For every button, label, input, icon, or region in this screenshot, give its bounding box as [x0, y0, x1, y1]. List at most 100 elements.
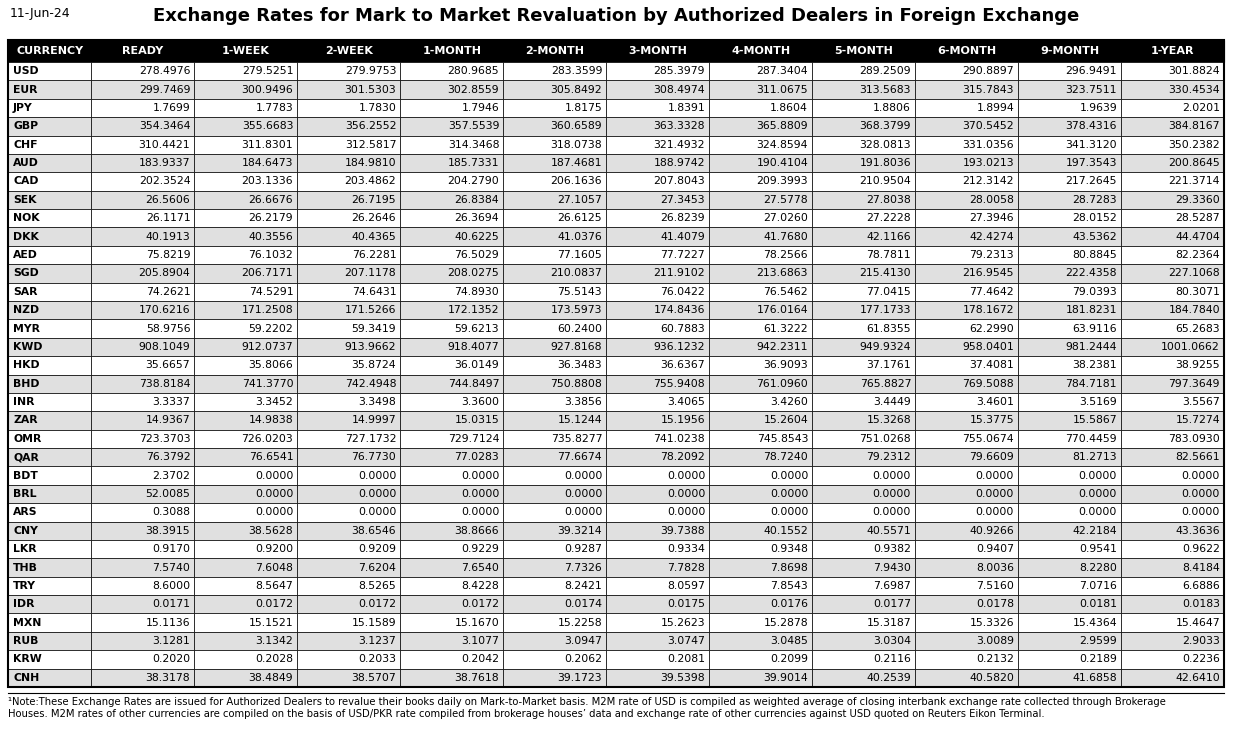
Text: 77.1605: 77.1605 [557, 250, 602, 260]
Bar [401, 540, 503, 559]
Bar [709, 577, 813, 595]
Text: 26.6125: 26.6125 [557, 213, 602, 223]
Text: 755.0674: 755.0674 [963, 434, 1014, 444]
Bar [1018, 117, 1121, 136]
Text: 15.2258: 15.2258 [557, 618, 602, 627]
Bar [401, 374, 503, 393]
Bar [813, 577, 915, 595]
Bar [709, 540, 813, 559]
Text: 35.6657: 35.6657 [145, 360, 190, 370]
Text: 38.9255: 38.9255 [1175, 360, 1219, 370]
Bar [503, 485, 607, 503]
Text: 43.3636: 43.3636 [1175, 525, 1219, 536]
Text: 0.0000: 0.0000 [358, 489, 396, 499]
Text: 38.7618: 38.7618 [455, 673, 499, 683]
Bar [709, 356, 813, 374]
Text: 7.5160: 7.5160 [977, 581, 1014, 591]
Text: 0.0000: 0.0000 [255, 489, 293, 499]
Text: 0.2132: 0.2132 [977, 655, 1014, 664]
Bar [813, 614, 915, 632]
Text: LKR: LKR [14, 544, 37, 554]
Text: 44.4704: 44.4704 [1175, 232, 1219, 242]
Bar [503, 559, 607, 577]
Bar [401, 430, 503, 448]
Bar [607, 117, 709, 136]
Text: 184.9810: 184.9810 [345, 158, 396, 168]
Text: 301.5303: 301.5303 [344, 85, 396, 94]
Bar [503, 99, 607, 117]
Text: 3.3600: 3.3600 [461, 397, 499, 407]
Text: 202.3524: 202.3524 [138, 177, 190, 186]
Text: 74.2621: 74.2621 [145, 287, 190, 297]
Text: 74.8930: 74.8930 [455, 287, 499, 297]
Bar [1018, 62, 1121, 80]
Text: 185.7331: 185.7331 [448, 158, 499, 168]
Text: 723.3703: 723.3703 [138, 434, 190, 444]
Bar [1121, 522, 1224, 540]
Bar [1018, 559, 1121, 577]
Bar [607, 356, 709, 374]
Bar [91, 393, 195, 411]
Text: 357.5539: 357.5539 [448, 122, 499, 131]
Bar [709, 191, 813, 209]
Text: 28.7283: 28.7283 [1073, 195, 1117, 205]
Bar [91, 559, 195, 577]
Text: 2-MONTH: 2-MONTH [525, 46, 584, 56]
Text: 26.5606: 26.5606 [145, 195, 190, 205]
Text: 26.2179: 26.2179 [249, 213, 293, 223]
Text: 301.8824: 301.8824 [1169, 66, 1219, 76]
Text: 3.4601: 3.4601 [977, 397, 1014, 407]
Bar [709, 117, 813, 136]
Bar [1018, 282, 1121, 301]
Bar [7, 319, 91, 337]
Text: 0.3088: 0.3088 [153, 507, 190, 517]
Bar [7, 448, 91, 467]
Bar [195, 337, 297, 356]
Bar [1018, 448, 1121, 467]
Bar [813, 191, 915, 209]
Text: 0.0000: 0.0000 [563, 507, 602, 517]
Bar [915, 319, 1018, 337]
Text: 193.0213: 193.0213 [963, 158, 1014, 168]
Text: 744.8497: 744.8497 [448, 379, 499, 389]
Bar [915, 540, 1018, 559]
Text: 0.0000: 0.0000 [873, 470, 911, 481]
Text: 11-Jun-24: 11-Jun-24 [10, 7, 70, 20]
Text: 74.5291: 74.5291 [249, 287, 293, 297]
Text: 172.1352: 172.1352 [448, 305, 499, 315]
Bar [1121, 448, 1224, 467]
Bar [607, 209, 709, 227]
Bar [503, 282, 607, 301]
Text: 0.0000: 0.0000 [1079, 507, 1117, 517]
Text: 62.2990: 62.2990 [969, 324, 1014, 334]
Text: 7.8698: 7.8698 [771, 562, 808, 572]
Text: 324.8594: 324.8594 [757, 140, 808, 149]
Bar [297, 209, 401, 227]
Bar [709, 337, 813, 356]
Bar [607, 430, 709, 448]
Bar [1121, 393, 1224, 411]
Text: 0.0000: 0.0000 [873, 507, 911, 517]
Bar [503, 172, 607, 191]
Bar [503, 522, 607, 540]
Bar [813, 632, 915, 650]
Text: 1.9639: 1.9639 [1079, 103, 1117, 113]
Text: 227.1068: 227.1068 [1169, 268, 1219, 279]
Text: KWD: KWD [14, 342, 42, 352]
Text: 15.4647: 15.4647 [1175, 618, 1219, 627]
Text: 61.8355: 61.8355 [867, 324, 911, 334]
Text: SEK: SEK [14, 195, 37, 205]
Text: 15.7274: 15.7274 [1175, 415, 1219, 426]
Text: 8.5647: 8.5647 [255, 581, 293, 591]
Text: EUR: EUR [14, 85, 37, 94]
Bar [91, 337, 195, 356]
Bar [7, 467, 91, 485]
Bar [297, 393, 401, 411]
Bar [1018, 540, 1121, 559]
Text: 949.9324: 949.9324 [859, 342, 911, 352]
Bar [401, 411, 503, 430]
Text: 59.6213: 59.6213 [455, 324, 499, 334]
Bar [503, 393, 607, 411]
Bar [607, 448, 709, 467]
Bar [195, 614, 297, 632]
